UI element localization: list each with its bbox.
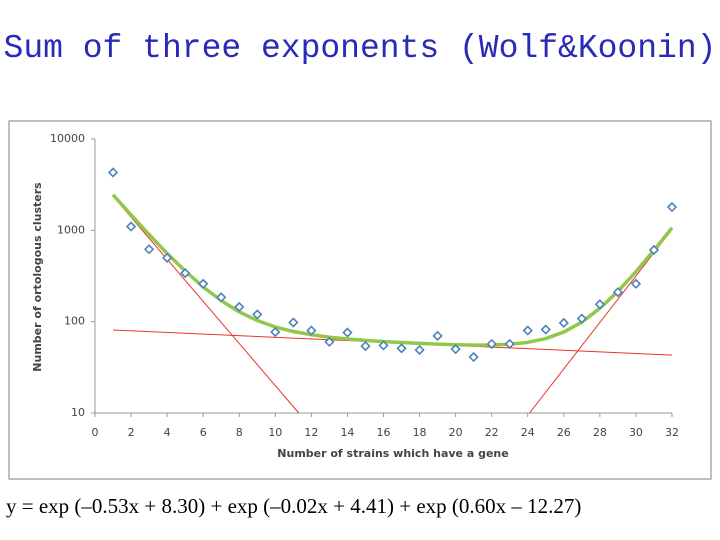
data-point [612, 287, 624, 298]
x-tick-label: 14 [340, 426, 354, 439]
data-point [414, 344, 425, 356]
y-axis-label: Number of ortologous clusters [31, 182, 44, 372]
x-tick-label: 28 [593, 426, 607, 439]
data-point [360, 340, 371, 352]
data-point [486, 338, 497, 350]
data-point [180, 267, 191, 279]
data-point [306, 325, 317, 336]
data-point [468, 351, 479, 363]
chart-frame [8, 120, 712, 480]
y-tick-label: 10 [71, 406, 85, 419]
slide-title: Sum of three exponents (Wolf&Koonin) [3, 30, 717, 67]
x-tick-label: 30 [629, 426, 643, 439]
x-tick-label: 16 [377, 426, 391, 439]
y-tick-label: 1000 [57, 223, 85, 236]
data-point [342, 327, 353, 338]
x-tick-label: 20 [449, 426, 463, 439]
data-point [125, 221, 137, 232]
x-tick-label: 0 [92, 426, 99, 439]
x-tick-label: 24 [521, 426, 535, 439]
data-point [252, 309, 263, 320]
data-point [378, 340, 389, 351]
y-tick-label: 100 [64, 315, 85, 328]
x-tick-label: 2 [128, 426, 135, 439]
data-point [558, 317, 569, 329]
data-point [161, 252, 173, 263]
data-point [630, 278, 642, 289]
data-point [594, 299, 606, 310]
data-point [432, 330, 443, 341]
x-tick-label: 6 [200, 426, 207, 439]
data-point [143, 244, 155, 255]
x-tick-label: 10 [268, 426, 282, 439]
y-tick-label: 10000 [50, 132, 85, 145]
data-point [216, 292, 227, 303]
x-tick-label: 8 [236, 426, 243, 439]
data-point [107, 167, 119, 178]
data-point [270, 326, 281, 338]
data-point [504, 338, 515, 350]
data-point [648, 244, 660, 256]
data-point [396, 343, 407, 354]
x-tick-label: 26 [557, 426, 571, 439]
data-point [522, 325, 533, 336]
x-tick-label: 4 [164, 426, 171, 439]
x-tick-label: 18 [413, 426, 427, 439]
x-axis-label: Number of strains which have a gene [277, 447, 508, 460]
data-point [576, 313, 587, 324]
data-point [540, 324, 551, 335]
data-point [666, 201, 678, 213]
fit-line [112, 195, 300, 414]
fit-line [111, 193, 674, 347]
formula: y = exp (–0.53x + 8.30) + exp (–0.02x + … [6, 494, 582, 518]
data-point [234, 301, 245, 313]
x-tick-label: 22 [485, 426, 499, 439]
fit-line [529, 229, 673, 414]
data-point [198, 278, 209, 289]
data-point [450, 344, 461, 355]
data-point [324, 336, 335, 348]
x-tick-label: 12 [304, 426, 318, 439]
data-point [288, 317, 299, 328]
x-tick-label: 32 [665, 426, 679, 439]
